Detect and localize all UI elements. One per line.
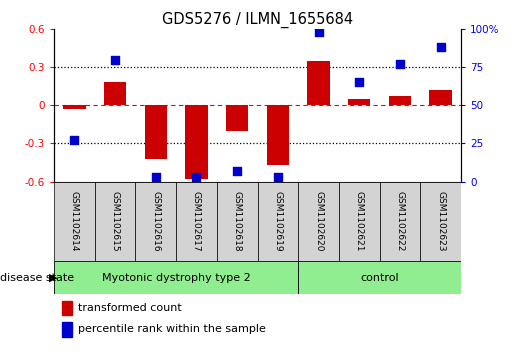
Bar	[389, 96, 411, 105]
Bar	[380, 182, 420, 261]
Bar	[258, 182, 298, 261]
Bar	[54, 261, 298, 294]
Bar	[226, 105, 248, 131]
Bar	[420, 182, 461, 261]
Point	[70, 138, 78, 143]
Bar	[267, 105, 289, 165]
Text: GSM1102614: GSM1102614	[70, 191, 79, 252]
Bar	[176, 182, 217, 261]
Point	[111, 57, 119, 62]
Text: GSM1102615: GSM1102615	[111, 191, 119, 252]
Text: ▶: ▶	[49, 273, 58, 283]
Bar	[298, 182, 339, 261]
Bar	[135, 182, 176, 261]
Text: disease state: disease state	[0, 273, 78, 283]
Bar	[298, 261, 461, 294]
Bar	[185, 105, 208, 179]
Bar	[430, 90, 452, 105]
Bar	[62, 301, 73, 315]
Bar	[62, 322, 73, 337]
Text: percentile rank within the sample: percentile rank within the sample	[78, 325, 266, 334]
Bar	[217, 182, 258, 261]
Bar	[95, 182, 135, 261]
Point	[274, 174, 282, 180]
Bar	[339, 182, 380, 261]
Bar	[307, 61, 330, 105]
Text: GSM1102621: GSM1102621	[355, 191, 364, 252]
Text: GSM1102616: GSM1102616	[151, 191, 160, 252]
Text: GSM1102620: GSM1102620	[314, 191, 323, 252]
Text: GSM1102622: GSM1102622	[396, 191, 404, 252]
Point	[192, 174, 200, 180]
Point	[396, 61, 404, 67]
Text: Myotonic dystrophy type 2: Myotonic dystrophy type 2	[102, 273, 250, 283]
Text: control: control	[360, 273, 399, 283]
Bar	[348, 99, 370, 105]
Bar	[63, 105, 85, 109]
Title: GDS5276 / ILMN_1655684: GDS5276 / ILMN_1655684	[162, 12, 353, 28]
Bar	[145, 105, 167, 159]
Text: GSM1102623: GSM1102623	[436, 191, 445, 252]
Text: GSM1102619: GSM1102619	[273, 191, 282, 252]
Bar	[54, 182, 95, 261]
Text: transformed count: transformed count	[78, 303, 182, 313]
Point	[436, 44, 444, 50]
Point	[151, 174, 160, 180]
Point	[355, 79, 363, 85]
Text: GSM1102617: GSM1102617	[192, 191, 201, 252]
Text: GSM1102618: GSM1102618	[233, 191, 242, 252]
Point	[314, 29, 322, 35]
Bar	[104, 82, 126, 105]
Point	[233, 168, 241, 174]
